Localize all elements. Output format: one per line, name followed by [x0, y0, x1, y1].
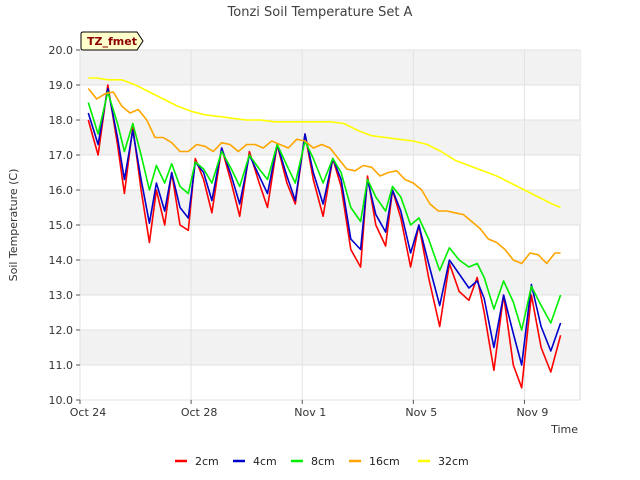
legend-label-16cm: 16cm [369, 455, 400, 468]
legend-label-2cm: 2cm [195, 455, 219, 468]
y-axis-label: Soil Temperature (C) [7, 169, 20, 282]
series-line-16cm [87, 88, 561, 265]
series-line-8cm [87, 91, 562, 331]
y-tick-label: 11.0 [49, 359, 74, 372]
series-line-4cm [87, 87, 562, 366]
y-tick-label: 18.0 [49, 114, 74, 127]
x-tick-label: Oct 24 [70, 406, 107, 419]
legend: 2cm 4cm 8cm 16cm 32cm [175, 455, 469, 468]
y-tick-label: 10.0 [49, 394, 74, 407]
y-axis: 10.0 11.0 12.0 13.0 14.0 15.0 16.0 17.0 18.0 19.0… [49, 44, 80, 407]
x-axis: Oct 24 Oct 28 Nov 1 Nov 5 Nov 9 [70, 400, 548, 419]
grid-band [80, 330, 580, 365]
legend-label-4cm: 4cm [253, 455, 277, 468]
y-tick-label: 15.0 [49, 219, 74, 232]
grid-band [80, 260, 580, 295]
y-tick-label: 14.0 [49, 254, 74, 267]
site-tag: TZ_fmet [80, 31, 144, 51]
legend-label-32cm: 32cm [438, 455, 469, 468]
grid-lines [79, 49, 580, 401]
y-tick-label: 13.0 [49, 289, 74, 302]
y-tick-label: 12.0 [49, 324, 74, 337]
series-line-32cm [88, 77, 561, 209]
x-tick-label: Oct 28 [181, 406, 218, 419]
site-tag-label: TZ_fmet [87, 35, 137, 48]
grid-band [80, 50, 580, 85]
y-tick-label: 16.0 [49, 184, 74, 197]
x-tick-label: Nov 9 [516, 406, 548, 419]
series-layer [87, 77, 562, 389]
x-tick-label: Nov 5 [405, 406, 437, 419]
y-tick-label: 19.0 [49, 79, 74, 92]
x-axis-label: Time [550, 423, 578, 436]
y-tick-label: 17.0 [49, 149, 74, 162]
site-tag-box [80, 31, 144, 51]
y-tick-label: 20.0 [49, 44, 74, 57]
chart-title: Tonzi Soil Temperature Set A [227, 5, 413, 20]
x-tick-label: Nov 1 [294, 406, 326, 419]
legend-label-8cm: 8cm [311, 455, 335, 468]
